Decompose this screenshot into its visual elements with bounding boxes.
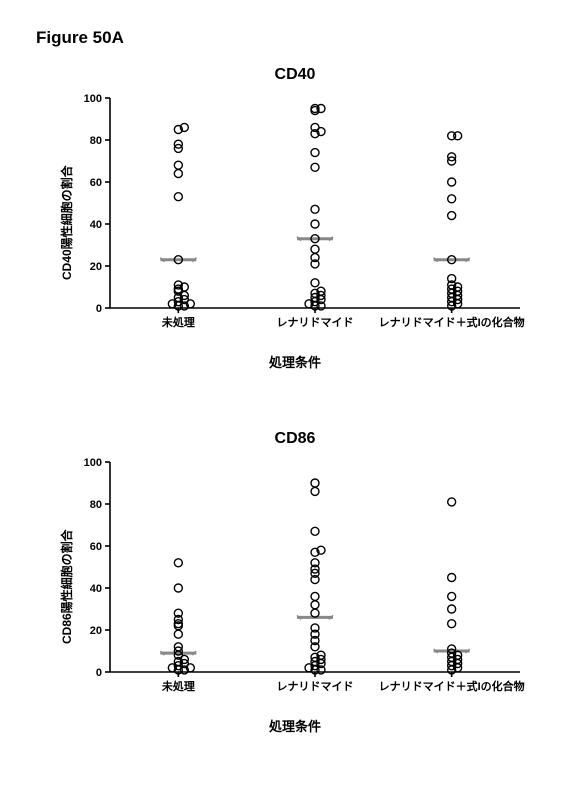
figure-page: Figure 50A CD40 CD40陽性細胞の割合 0 20 40 60 80 100… <box>0 0 583 803</box>
svg-text:80: 80 <box>90 499 102 511</box>
svg-text:レナリドマイド: レナリドマイド <box>277 316 354 329</box>
chart-cd86-title: CD86 <box>60 430 530 448</box>
svg-text:レナリドマイド＋式Iの化合物: レナリドマイド＋式Iの化合物 <box>379 315 525 329</box>
chart-cd40: CD40 CD40陽性細胞の割合 0 20 40 60 80 100 未処理 レナリドマイド レ… <box>60 66 530 371</box>
svg-text:レナリドマイド＋式Iの化合物: レナリドマイド＋式Iの化合物 <box>379 679 525 693</box>
svg-text:0: 0 <box>96 667 102 679</box>
chart-cd40-xlabel: 処理条件 <box>60 352 530 371</box>
chart-cd86-plot: 0 20 40 60 80 100 未処理 レナリドマイド レナリドマイド＋式Iの化合物 <box>60 454 530 714</box>
svg-text:40: 40 <box>90 219 102 231</box>
svg-text:100: 100 <box>84 93 102 105</box>
chart-cd86-xlabel: 処理条件 <box>60 716 530 735</box>
chart-cd40-title: CD40 <box>60 66 530 84</box>
svg-text:未処理: 未処理 <box>161 315 195 329</box>
chart-cd40-ylabel: CD40陽性細胞の割合 <box>58 165 75 280</box>
svg-text:100: 100 <box>84 457 102 469</box>
chart-cd86: CD86 CD86陽性細胞の割合 0 20 40 60 80 100 未処理 レナリドマイド レ… <box>60 430 530 735</box>
svg-text:60: 60 <box>90 177 102 189</box>
svg-text:80: 80 <box>90 135 102 147</box>
svg-text:40: 40 <box>90 583 102 595</box>
chart-cd86-ylabel: CD86陽性細胞の割合 <box>58 529 75 644</box>
svg-text:未処理: 未処理 <box>161 679 195 693</box>
svg-text:20: 20 <box>90 261 102 273</box>
svg-text:20: 20 <box>90 625 102 637</box>
figure-label: Figure 50A <box>36 28 124 48</box>
chart-cd40-plot: 0 20 40 60 80 100 未処理 レナリドマイド レナリドマイド＋式Iの化合物 <box>60 90 530 350</box>
svg-text:0: 0 <box>96 303 102 315</box>
svg-text:レナリドマイド: レナリドマイド <box>277 680 354 693</box>
svg-text:60: 60 <box>90 541 102 553</box>
